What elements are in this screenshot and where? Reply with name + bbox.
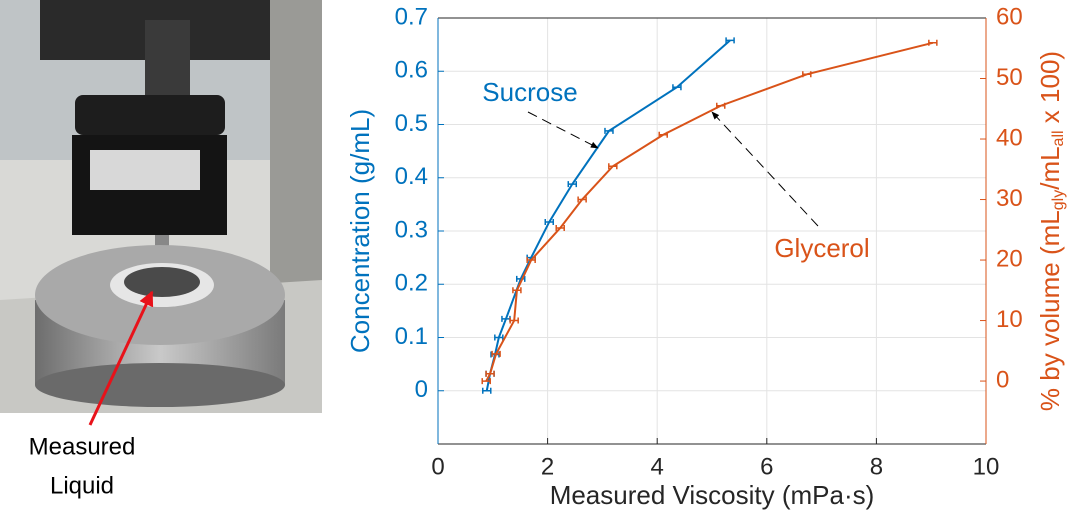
chart: 0 2 4 6 8 10 0 0.1 0.2 0.3 0.4 0.5 0.6 0.7 0 10 20 30 40 50… [345, 3, 1067, 510]
y2-tick-label: 50 [996, 64, 1023, 91]
y2-tick-label: 0 [996, 366, 1009, 393]
x-tick-label: 6 [760, 453, 773, 480]
y-tick-label: 0.5 [395, 110, 428, 137]
data-point [512, 287, 522, 294]
data-point [802, 71, 812, 78]
data-point [928, 39, 938, 46]
y2-axis-label-part: x 100) [1035, 51, 1065, 131]
x-tick-label: 4 [651, 453, 664, 480]
y2-axis-label-part: % by volume (mL [1035, 210, 1065, 411]
x-tick-label: 10 [973, 453, 1000, 480]
y-tick-label: 0.7 [395, 3, 428, 30]
y2-axis-label-part: all [1050, 130, 1067, 146]
data-point [716, 102, 726, 109]
x-tick-label: 0 [431, 453, 444, 480]
data-point [509, 317, 519, 324]
y2-tick-label: 10 [996, 306, 1023, 333]
data-point [658, 131, 668, 138]
annotation-arrow [527, 111, 599, 149]
data-point [555, 224, 565, 231]
photo-label: Liquid [50, 472, 114, 499]
photo: Measured Liquid [0, 0, 322, 499]
data-point [481, 378, 491, 385]
photo-label: Measured [29, 433, 136, 460]
y2-axis-label-part: gly [1050, 190, 1067, 210]
y-tick-label: 0.2 [395, 270, 428, 297]
annotation-arrow [711, 111, 819, 227]
x-axis-label: Measured Viscosity (mPa·s) [550, 480, 875, 510]
y-tick-label: 0.6 [395, 57, 428, 84]
series-annotation: Sucrose [482, 77, 577, 107]
x-tick-label: 8 [870, 453, 883, 480]
data-point [725, 37, 735, 44]
y2-tick-label: 40 [996, 124, 1023, 151]
data-point [544, 218, 554, 225]
y2-tick-label: 60 [996, 3, 1023, 30]
data-point [608, 163, 618, 170]
data-point [672, 84, 682, 91]
data-point [577, 196, 587, 203]
y-tick-label: 0.4 [395, 163, 428, 190]
y-axis-label: Concentration (g/mL) [345, 109, 375, 353]
y-tick-label: 0.1 [395, 323, 428, 350]
data-point [482, 387, 492, 394]
data-point [604, 127, 614, 134]
y2-tick-label: 20 [996, 245, 1023, 272]
y-tick-label: 0.3 [395, 216, 428, 243]
data-point [526, 257, 536, 264]
data-point [567, 181, 578, 188]
data-point [485, 370, 495, 377]
y2-tick-label: 30 [996, 185, 1023, 212]
series-annotation: Glycerol [774, 233, 869, 263]
data-point [491, 350, 501, 357]
x-tick-label: 2 [541, 453, 554, 480]
data-point [515, 275, 526, 282]
y-tick-label: 0 [415, 376, 428, 403]
y2-axis-label-part: /mL [1035, 146, 1065, 189]
y2-axis-label: % by volume (mLgly/mLall x 100) [1035, 51, 1067, 411]
